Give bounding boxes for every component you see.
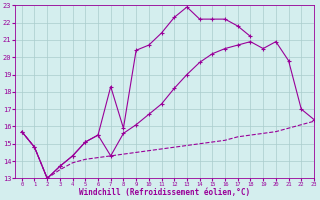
X-axis label: Windchill (Refroidissement éolien,°C): Windchill (Refroidissement éolien,°C) (79, 188, 250, 197)
